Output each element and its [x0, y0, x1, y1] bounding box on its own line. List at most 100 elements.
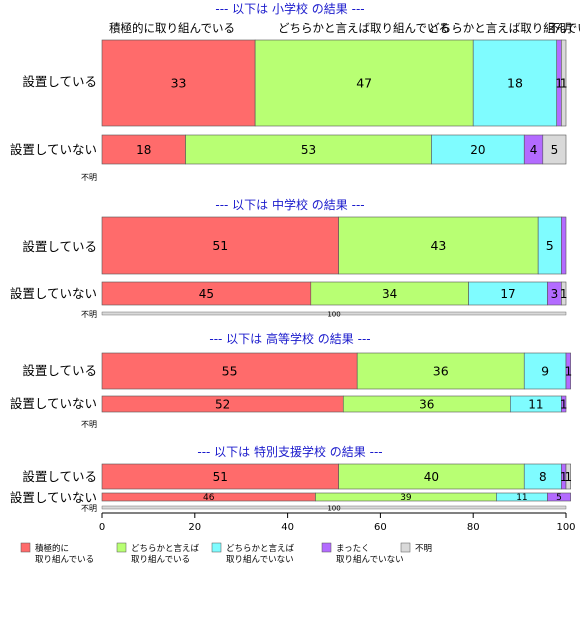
segment-label: 52	[215, 397, 230, 411]
panel: --- 以下は 小学校 の結果 --- 積極的に取り組んでいる どちらかと言えば取り…	[10, 1, 580, 182]
x-tick-label: 80	[467, 522, 480, 533]
row-label: 不明	[81, 310, 97, 319]
row-label: 設置していない	[10, 396, 97, 411]
bar-segment	[561, 281, 567, 306]
bar-segment	[565, 352, 571, 390]
segment-label: 5	[556, 493, 562, 503]
segment-label: 18	[507, 76, 523, 91]
segment-label: 1	[560, 397, 568, 411]
bar-segment	[542, 134, 567, 165]
bar-segment	[565, 463, 571, 490]
legend-label: 積極的に	[35, 543, 69, 554]
panel-title: --- 以下は 高等学校 の結果 ---	[209, 331, 370, 346]
chart-panels: --- 以下は 小学校 の結果 --- 積極的に取り組んでいる どちらかと言えば取り…	[10, 1, 580, 513]
segment-label: 1	[560, 470, 568, 484]
bar-segment	[254, 39, 474, 127]
row-label: 設置していない	[10, 286, 97, 301]
legend: 積極的に取り組んでいるどちらかと言えば取り組んでいるどちらかと言えば取り組んでい…	[20, 542, 432, 565]
bar-segment	[185, 134, 432, 165]
legend-label: どちらかと言えば	[131, 543, 200, 554]
bar-segment	[561, 216, 567, 275]
row-label: 設置していない	[10, 142, 97, 157]
bar-segment	[523, 352, 567, 390]
row-label: 設置している	[22, 74, 97, 89]
x-axis: 0 20 40 60 80 100	[99, 512, 576, 533]
segment-label: 9	[541, 364, 549, 379]
bar-segment	[338, 216, 539, 275]
segment-label: 43	[430, 238, 446, 253]
legend-label: 取り組んでいる	[131, 554, 190, 565]
column-header: 積極的に取り組んでいる	[109, 21, 235, 35]
bar-segment	[356, 352, 525, 390]
segment-label: 55	[222, 364, 238, 379]
segment-label: 46	[203, 493, 215, 503]
panel: --- 以下は 特別支援学校 の結果 ---設置している 51 40 8 11設置してい…	[10, 444, 572, 513]
x-tick-label: 0	[99, 522, 105, 533]
panel: --- 以下は 中学校 の結果 --- 設置している 51 43 5 設置していない 45 3…	[10, 197, 568, 319]
segment-label: 18	[136, 143, 151, 157]
x-tick-label: 60	[374, 522, 387, 533]
row-label: 不明	[81, 420, 97, 429]
segment-label: 17	[500, 287, 515, 301]
panel-title: --- 以下は 小学校 の結果 ---	[215, 1, 364, 16]
segment-label: 11	[516, 493, 527, 503]
segment-label: 4	[530, 143, 538, 157]
segment-label: 34	[382, 287, 397, 301]
legend-swatch	[400, 542, 411, 553]
legend-label: 不明	[415, 544, 432, 554]
row-label: 設置している	[22, 469, 97, 484]
segment-label: 1	[564, 470, 572, 484]
segment-label: 47	[356, 76, 372, 91]
panel-title: --- 以下は 特別支援学校 の結果 ---	[197, 444, 382, 459]
x-tick-label: 20	[188, 522, 201, 533]
segment-label: 1	[555, 76, 563, 91]
legend-swatch	[321, 542, 332, 553]
legend-label: 取り組んでいる	[35, 554, 94, 565]
row-label: 設置している	[22, 363, 97, 378]
bar-segment	[101, 216, 339, 275]
bar-segment	[561, 395, 567, 413]
row-label: 設置していない	[10, 490, 97, 505]
x-tick-label: 40	[281, 522, 294, 533]
segment-label: 1	[560, 76, 568, 91]
row-label: 不明	[81, 173, 97, 182]
bar-segment	[101, 505, 567, 510]
segment-label: 51	[212, 238, 228, 253]
bar-segment	[561, 39, 567, 127]
legend-entry: 不明	[400, 542, 432, 554]
segment-label: 39	[400, 493, 412, 503]
segment-label: 45	[199, 287, 214, 301]
bar-segment	[101, 311, 567, 316]
segment-label: 51	[213, 470, 228, 484]
segment-label: 33	[171, 76, 187, 91]
legend-label: 取り組んでいない	[226, 554, 294, 565]
segment-label: 3	[551, 287, 559, 301]
segment-label: 8	[539, 470, 547, 484]
legend-swatch	[211, 542, 222, 553]
legend-entry: 積極的に取り組んでいる	[20, 542, 94, 565]
legend-swatch	[20, 542, 31, 553]
segment-label: 36	[433, 364, 449, 379]
segment-label: 20	[470, 143, 485, 157]
row-label: 不明	[81, 504, 97, 513]
segment-label: 5	[546, 238, 554, 253]
segment-label: 不明	[549, 21, 572, 35]
segment-label: 1	[564, 364, 572, 379]
segment-label: 40	[424, 470, 439, 484]
row-label: 設置している	[22, 239, 97, 254]
legend-swatch	[116, 542, 127, 553]
bar-segment	[101, 463, 339, 490]
legend-entry: どちらかと言えば取り組んでいる	[116, 542, 200, 565]
bar-segment	[338, 463, 525, 490]
legend-label: 取り組んでいない	[336, 554, 404, 565]
bar-segment	[523, 463, 562, 490]
segment-label: 11	[528, 397, 543, 411]
segment-label: 53	[301, 143, 316, 157]
segment-label: 1	[560, 287, 568, 301]
legend-label: まったく	[336, 544, 370, 554]
bar-segment	[547, 492, 571, 502]
